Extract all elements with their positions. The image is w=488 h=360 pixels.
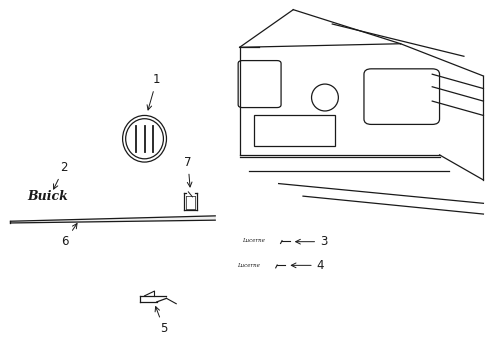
Ellipse shape [311, 84, 338, 111]
Text: Lucerne: Lucerne [242, 238, 264, 243]
Text: 7: 7 [184, 156, 192, 187]
Text: 1: 1 [147, 73, 160, 110]
Polygon shape [10, 216, 215, 223]
FancyBboxPatch shape [363, 69, 439, 125]
Text: 4: 4 [291, 259, 324, 272]
Text: 6: 6 [61, 224, 77, 248]
Text: Lucerne: Lucerne [237, 263, 260, 268]
Text: 2: 2 [53, 161, 68, 189]
Text: 5: 5 [155, 307, 167, 336]
Text: 3: 3 [295, 235, 327, 248]
Ellipse shape [122, 116, 166, 162]
Text: Buick: Buick [27, 190, 68, 203]
Ellipse shape [125, 119, 163, 159]
FancyBboxPatch shape [254, 116, 334, 146]
FancyBboxPatch shape [238, 60, 281, 108]
